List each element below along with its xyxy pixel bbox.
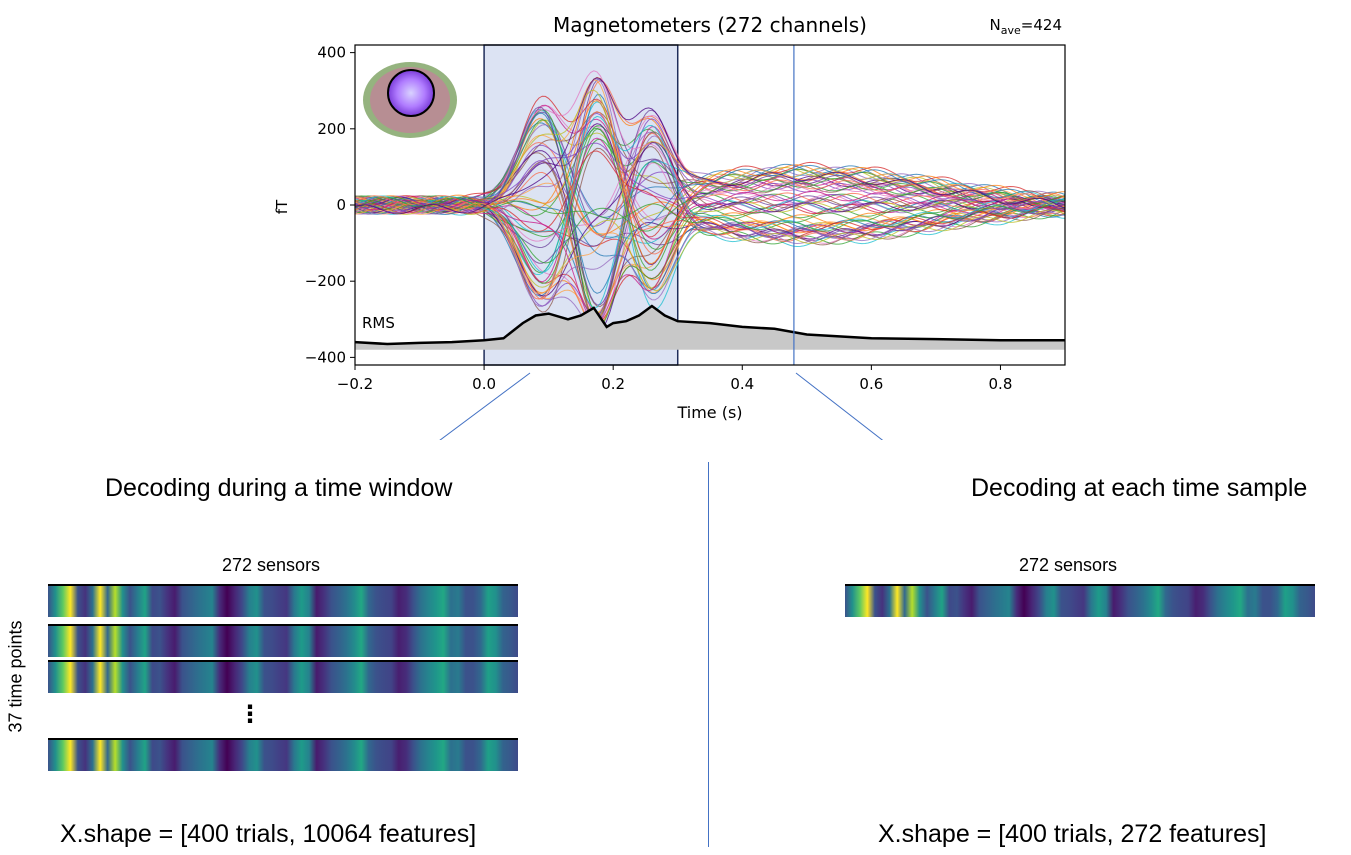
x-axis-label: Time (s) [676, 403, 742, 422]
channel-trace [354, 77, 1066, 221]
right-caption: Decoding at each time sample [971, 474, 1308, 502]
channel-trace [355, 100, 1066, 265]
channel-trace [354, 150, 1066, 331]
rms-line [354, 304, 1065, 346]
channel-trace [354, 131, 1066, 323]
channel-trace [354, 118, 1066, 318]
window-strip-1 [48, 584, 518, 617]
window-strip-3 [48, 660, 518, 693]
right-shape-text: X.shape = [400 trials, 272 features] [878, 820, 1267, 848]
channel-trace [354, 196, 1066, 232]
ellipsis: ⋮ [238, 700, 262, 728]
channel-trace [354, 112, 1066, 239]
x-tick-label: 0.0 [472, 375, 496, 393]
x-tick-label: 0.2 [601, 375, 625, 393]
channel-trace [354, 162, 1065, 329]
n-ave-label: Nave=424 [990, 16, 1062, 37]
y-tick-label: −200 [305, 272, 346, 290]
y-axis-label: fT [273, 199, 291, 214]
channel-trace [354, 80, 1066, 300]
left-sensors-label: 272 sensors [222, 555, 321, 575]
sample-strip [845, 584, 1315, 617]
channel-trace [354, 150, 1066, 233]
y-tick-label: 200 [317, 120, 346, 138]
y-tick-label: −400 [305, 348, 346, 366]
right-arrow [795, 372, 884, 440]
y-tick-label: 0 [336, 196, 346, 214]
channel-trace [354, 110, 1066, 300]
right-sensors-label: 272 sensors [1019, 555, 1118, 575]
y-tick-label: 400 [317, 44, 346, 62]
channel-trace [354, 142, 1066, 213]
x-tick-label: −0.2 [337, 375, 373, 393]
sensor-layout-icon [363, 62, 457, 138]
window-strip-last [48, 738, 518, 771]
panel-divider [708, 462, 709, 847]
x-tick-label: 0.6 [859, 375, 883, 393]
left-shape-text: X.shape = [400 trials, 10064 features] [60, 820, 477, 848]
window-strip-2 [48, 624, 518, 657]
channel-trace [354, 146, 1066, 313]
evoked-chart: Magnetometers (272 channels) Nave=424 RM… [273, 13, 1066, 440]
x-tick-label: 0.4 [730, 375, 754, 393]
channel-trace [354, 132, 1066, 237]
left-caption: Decoding during a time window [105, 474, 453, 502]
channel-traces [354, 70, 1066, 331]
channel-trace [354, 112, 1066, 294]
left-arrow [439, 372, 531, 440]
rms-label: RMS [362, 314, 395, 332]
x-tick-label: 0.8 [989, 375, 1013, 393]
y-axis: 400 200 0 −200 −400 [305, 44, 355, 366]
chart-title: Magnetometers (272 channels) [553, 13, 867, 37]
time-points-label: 37 time points [5, 620, 26, 733]
rms-area [355, 306, 1065, 350]
channel-trace [354, 77, 1066, 215]
x-axis: −0.2 0.0 0.2 0.4 0.6 0.8 [337, 365, 1013, 393]
